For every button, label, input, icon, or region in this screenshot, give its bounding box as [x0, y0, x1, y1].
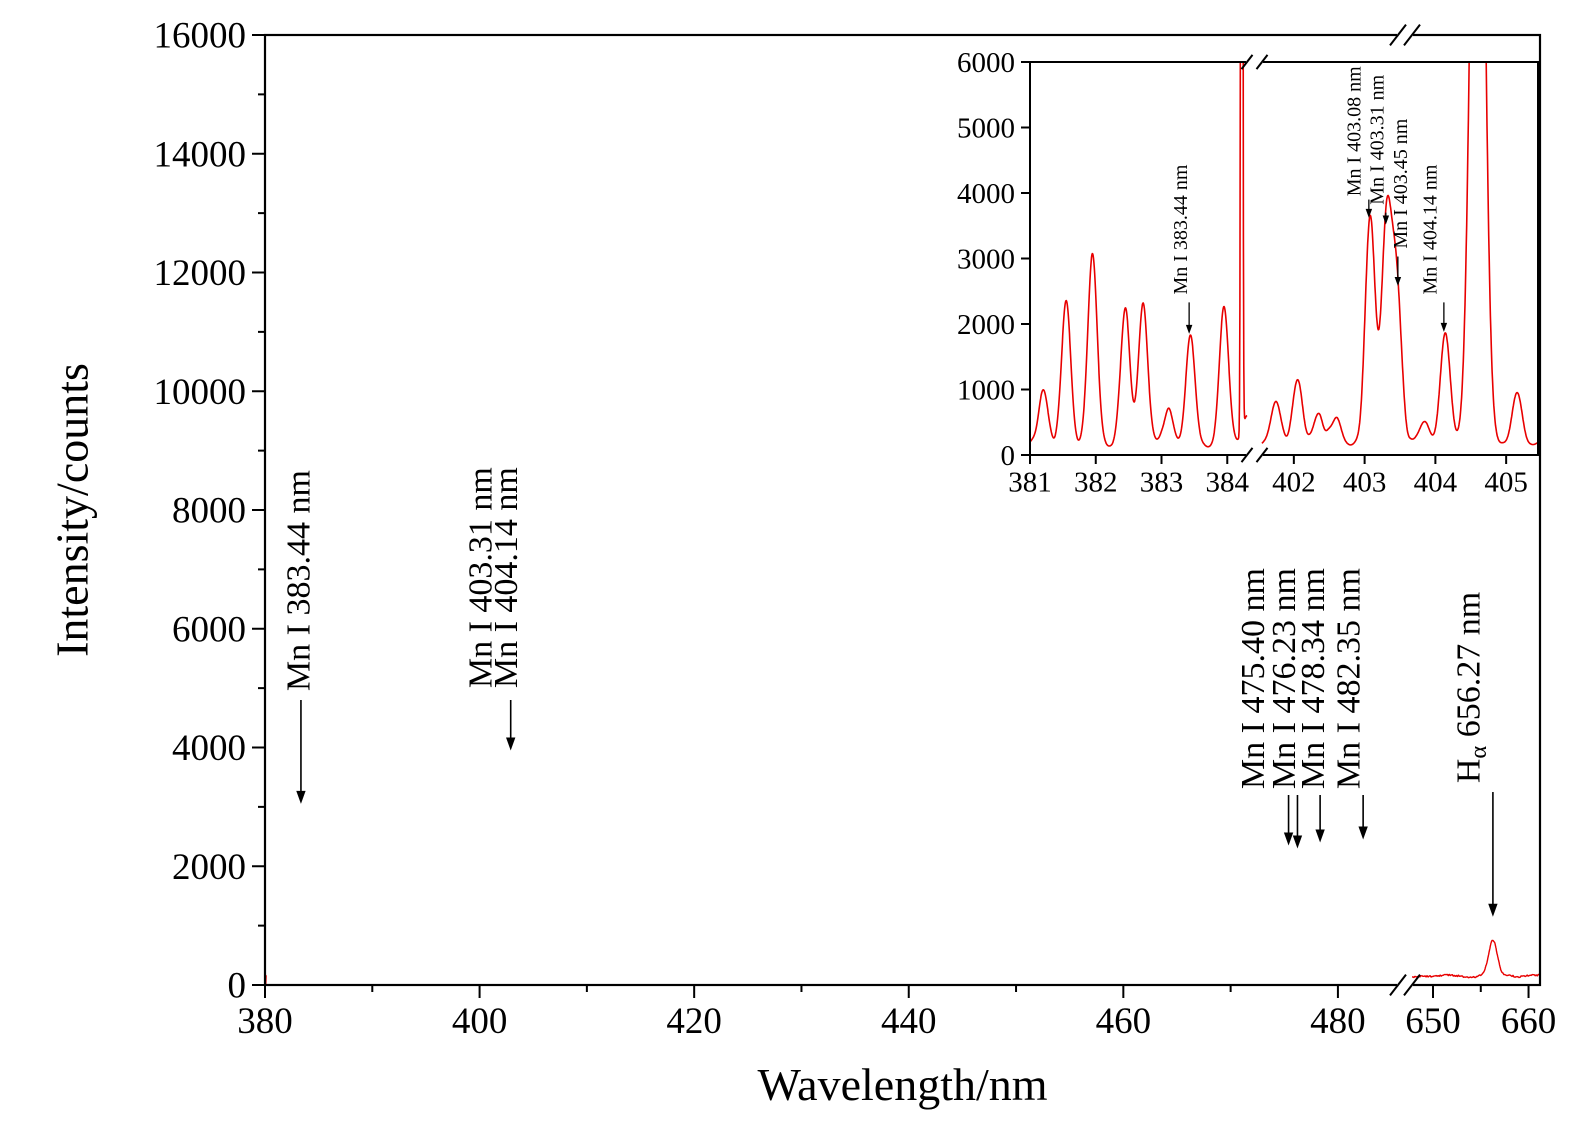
x-tick-label: 382: [1074, 467, 1118, 499]
annotation-label: Mn I 476.23 nm: [1266, 568, 1303, 789]
y-tick-label: 10000: [154, 372, 247, 413]
x-tick-label: 404: [1414, 467, 1458, 499]
x-tick-label: 403: [1343, 467, 1387, 499]
x-tick-label: 405: [1484, 467, 1528, 499]
x-tick-label: 440: [881, 1001, 937, 1042]
y-tick-label: 1000: [957, 374, 1015, 406]
annotation-label: Mn I 404.14 nm: [488, 467, 525, 688]
x-tick-label: 400: [452, 1001, 508, 1042]
x-tick-label: 420: [666, 1001, 722, 1042]
annotation-label: Mn I 383.44 nm: [1170, 164, 1192, 294]
annotation-arrowhead: [1382, 215, 1390, 225]
y-tick-label: 5000: [957, 112, 1015, 144]
annotation-mn-i-403-31-nm: Mn I 403.31 nm: [1367, 74, 1390, 225]
annotation-mn-i-404-14-nm: Mn I 404.14 nm: [1420, 164, 1448, 332]
annotation-arrowhead: [1440, 322, 1448, 332]
annotation-mn-i-475-40-nm: Mn I 475.40 nm: [1235, 568, 1294, 846]
annotation-mn-i-478-34-nm: Mn I 478.34 nm: [1295, 568, 1332, 843]
axis-break-mark: [1389, 973, 1407, 997]
x-tick-label: 381: [1008, 467, 1052, 499]
y-tick-label: 6000: [172, 609, 246, 650]
y-tick-label: 4000: [957, 178, 1015, 210]
axis-break-mark: [1403, 973, 1421, 997]
annotation-arrowhead: [1283, 832, 1294, 846]
annotation-label: Mn I 403.45 nm: [1390, 118, 1412, 248]
y-tick-label: 12000: [154, 253, 247, 294]
annotation-mn-i-383-44-nm: Mn I 383.44 nm: [1170, 164, 1193, 334]
annotation-h-656-27-nm: Hα 656.27 nm: [1450, 592, 1498, 917]
x-tick-label: 650: [1405, 1001, 1461, 1042]
annotation-mn-i-403-45-nm: Mn I 403.45 nm: [1390, 118, 1412, 287]
annotation-arrowhead: [1315, 829, 1325, 843]
inset-plot-x-axis: 381 382 383 384 402 403 404 405: [1008, 455, 1528, 499]
spectrum-line: [1030, 61, 1248, 448]
inset-plot-background: [1030, 62, 1538, 455]
annotation-mn-i-482-35-nm: Mn I 482.35 nm: [1330, 568, 1368, 840]
annotation-label: Mn I 482.35 nm: [1330, 568, 1367, 789]
main-plot-spectrum: [265, 939, 1540, 986]
y-tick-label: 8000: [172, 491, 246, 532]
annotation-arrowhead: [1185, 324, 1193, 334]
annotation-label: Mn I 403.31 nm: [462, 467, 499, 688]
main-plot: 0200040006000800010000120001400016000380…: [154, 16, 1557, 1043]
x-tick-label: 384: [1206, 467, 1250, 499]
annotation-label: Mn I 383.44 nm: [281, 470, 318, 691]
main-plot-x-axis: 380 400 420 440 460 480 650 660: [237, 985, 1556, 1042]
x-tick-label: 383: [1140, 467, 1184, 499]
spectrum-line: [1411, 939, 1540, 979]
y-tick-label: 2000: [957, 309, 1015, 341]
y-tick-label: 6000: [957, 47, 1015, 79]
x-tick-label: 402: [1272, 467, 1316, 499]
inset-plot: 0 1000 2000 3000 4000 5000 6000 381 382 383 384 402…: [957, 47, 1539, 499]
axis-break-mark: [1240, 447, 1254, 463]
annotation-arrowhead: [296, 790, 306, 804]
annotation-mn-i-403-08-nm: Mn I 403.08 nm: [1343, 66, 1373, 218]
annotation-mn-i-476-23-nm: Mn I 476.23 nm: [1266, 568, 1303, 849]
x-tick-label: 480: [1310, 1001, 1366, 1042]
axis-break-mark: [1255, 54, 1269, 70]
inset-plot-annotations: Mn I 383.44 nm Mn I 403.08 nm Mn I 403.31 …: [1170, 66, 1448, 334]
axis-break-mark: [1240, 54, 1254, 70]
annotation-arrowhead: [1394, 277, 1402, 287]
annotation-mn-i-403-31-nm: Mn I 403.31 nm: [462, 467, 499, 688]
x-tick-label: 660: [1501, 1001, 1557, 1042]
annotation-label: Mn I 475.40 nm: [1235, 568, 1272, 789]
x-axis-title: Wavelength/nm: [757, 1059, 1048, 1110]
axis-break-mark: [1403, 23, 1421, 47]
y-tick-label: 2000: [172, 847, 246, 888]
annotation-arrowhead: [1358, 826, 1368, 840]
annotation-arrowhead: [1292, 835, 1303, 849]
annotation-label: Mn I 403.08 nm: [1343, 66, 1365, 196]
y-tick-label: 4000: [172, 728, 246, 769]
annotation-arrowhead: [1488, 903, 1498, 917]
y-tick-label: 14000: [154, 134, 247, 175]
spectrum-line: [1261, 61, 1538, 446]
annotation-label: Mn I 404.14 nm: [1420, 164, 1442, 294]
annotation-mn-i-404-14-nm: Mn I 404.14 nm: [488, 467, 525, 751]
annotation-mn-i-383-44-nm: Mn I 383.44 nm: [281, 470, 318, 804]
x-tick-label: 380: [237, 1001, 293, 1042]
main-plot-y-axis: 0 2000 4000 6000 8000 10000 12000 14000 16000: [154, 16, 265, 1007]
y-tick-label: 0: [228, 966, 247, 1007]
annotation-arrowhead: [1365, 208, 1373, 218]
y-tick-label: 16000: [154, 16, 247, 57]
annotation-arrowhead: [506, 737, 516, 751]
axis-break-mark: [1255, 447, 1269, 463]
x-tick-label: 460: [1096, 1001, 1152, 1042]
annotation-label: Mn I 478.34 nm: [1295, 568, 1332, 789]
inset-plot-y-axis: 0 1000 2000 3000 4000 5000 6000: [957, 47, 1030, 472]
annotation-label: Hα 656.27 nm: [1450, 592, 1492, 783]
inset-plot-spectrum: [1030, 61, 1538, 448]
y-axis-title: Intensity/counts: [46, 363, 98, 657]
annotation-label: Mn I 403.31 nm: [1367, 74, 1389, 204]
y-tick-label: 0: [1001, 440, 1016, 472]
axis-break-mark: [1389, 23, 1407, 47]
y-tick-label: 3000: [957, 243, 1015, 275]
